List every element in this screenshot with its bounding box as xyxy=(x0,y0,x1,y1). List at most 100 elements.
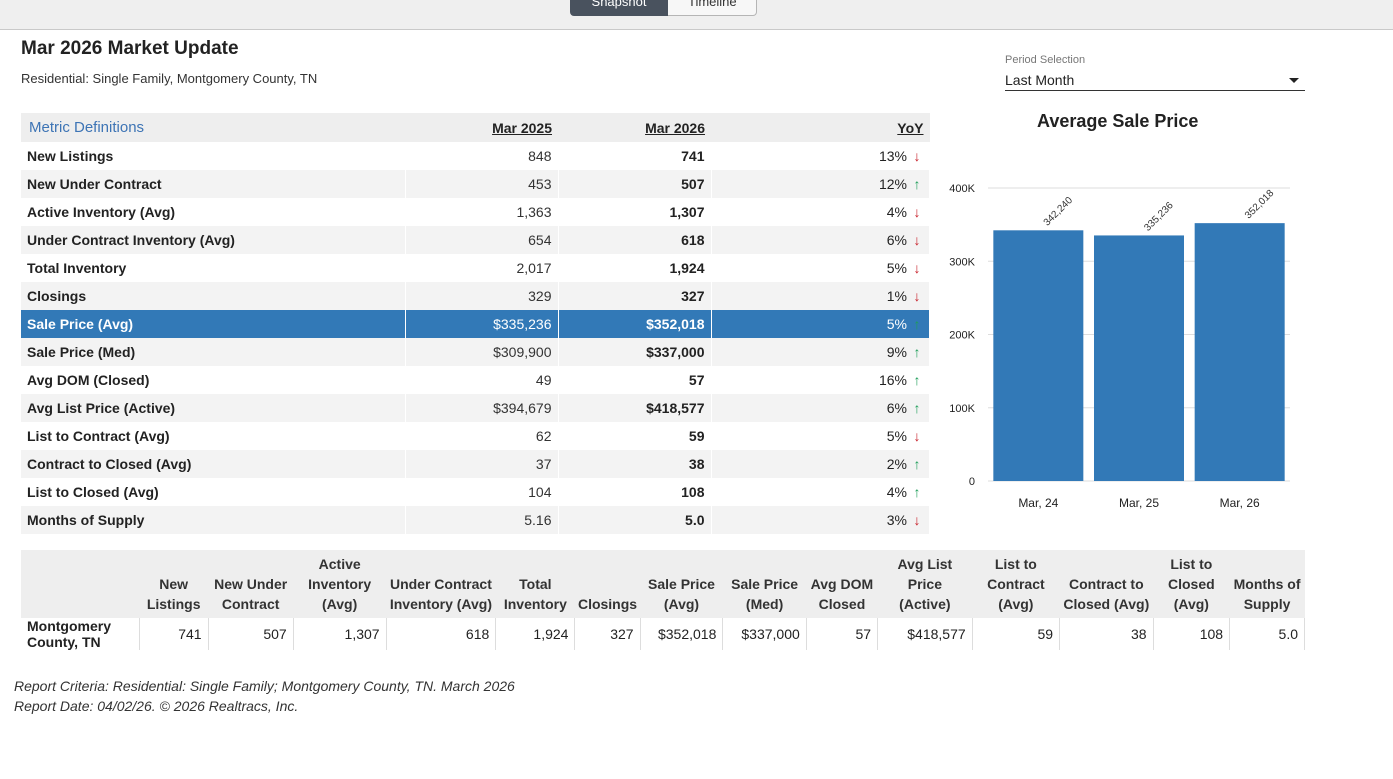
summary-area-name: Montgomery County, TN xyxy=(21,618,140,650)
summary-column-header[interactable]: New Listings xyxy=(139,550,209,618)
metric-row[interactable]: List to Contract (Avg) 62 59 5% ↓ xyxy=(21,422,930,450)
chart-bar[interactable] xyxy=(1194,223,1285,481)
metric-row[interactable]: Active Inventory (Avg) 1,363 1,307 4% ↓ xyxy=(21,198,930,226)
metric-yoy: 4% ↓ xyxy=(711,198,930,226)
metric-name: Sale Price (Med) xyxy=(21,338,406,366)
summary-column-header[interactable]: Avg List Price (Active) xyxy=(877,550,973,618)
summary-column-header[interactable]: List to Contract (Avg) xyxy=(972,550,1060,618)
report-date: Report Date: 04/02/26. © 2026 Realtracs,… xyxy=(14,698,299,714)
metric-cur-value: 5.0 xyxy=(558,506,712,534)
x-tick-label: Mar, 24 xyxy=(1018,496,1058,510)
metric-row[interactable]: New Under Contract 453 507 12% ↑ xyxy=(21,170,930,198)
chevron-down-icon[interactable] xyxy=(1289,78,1299,83)
report-footer: Report Criteria: Residential: Single Fam… xyxy=(14,676,515,716)
y-tick-label: 0 xyxy=(969,476,975,488)
arrow-up-icon: ↑ xyxy=(913,344,921,360)
metric-row[interactable]: Sale Price (Med) $309,900 $337,000 9% ↑ xyxy=(21,338,930,366)
y-tick-label: 100K xyxy=(949,403,975,415)
summary-column-header[interactable]: Months of Supply xyxy=(1229,550,1305,618)
metric-cur-value: 38 xyxy=(558,450,712,478)
metric-name: Active Inventory (Avg) xyxy=(21,198,406,226)
metric-yoy: 5% ↓ xyxy=(711,422,930,450)
chart-bar[interactable] xyxy=(993,230,1084,481)
metric-yoy: 6% ↓ xyxy=(711,226,930,254)
metric-name: New Under Contract xyxy=(21,170,406,198)
metric-row[interactable]: Contract to Closed (Avg) 37 38 2% ↑ xyxy=(21,450,930,478)
summary-header-blank xyxy=(21,550,140,618)
metric-row[interactable]: Closings 329 327 1% ↓ xyxy=(21,282,930,310)
summary-cell: 327 xyxy=(574,618,641,650)
arrow-down-icon: ↓ xyxy=(913,260,921,276)
period-select[interactable]: Last Month xyxy=(1005,70,1305,91)
metric-name: Under Contract Inventory (Avg) xyxy=(21,226,406,254)
metric-name: Avg DOM (Closed) xyxy=(21,366,406,394)
metric-definitions-link[interactable]: Metric Definitions xyxy=(21,113,405,142)
arrow-down-icon: ↓ xyxy=(913,204,921,220)
metric-row[interactable]: Months of Supply 5.16 5.0 3% ↓ xyxy=(21,506,930,534)
metric-name: Months of Supply xyxy=(21,506,406,534)
arrow-up-icon: ↑ xyxy=(913,176,921,192)
metric-yoy-value: 16% xyxy=(878,372,907,388)
summary-column-header[interactable]: Contract to Closed (Avg) xyxy=(1059,550,1154,618)
metric-cur-value: 108 xyxy=(558,478,712,506)
metric-row[interactable]: Under Contract Inventory (Avg) 654 618 6% ↓ xyxy=(21,226,930,254)
chart-bar[interactable] xyxy=(1094,235,1184,481)
metric-prev-value: 329 xyxy=(405,282,559,310)
arrow-up-icon: ↑ xyxy=(913,372,921,388)
summary-cell: $418,577 xyxy=(877,618,973,650)
summary-column-header[interactable]: Sale Price (Avg) xyxy=(640,550,723,618)
metric-row[interactable]: New Listings 848 741 13% ↓ xyxy=(21,142,930,170)
metric-yoy: 6% ↑ xyxy=(711,394,930,422)
summary-cell: 741 xyxy=(139,618,209,650)
metric-prev-value: $309,900 xyxy=(405,338,559,366)
bar-data-label: 342,240 xyxy=(1042,195,1076,229)
x-tick-label: Mar, 26 xyxy=(1220,496,1260,510)
summary-header-row: New Listings New Under Contract Active Inv… xyxy=(21,550,1305,618)
x-tick-label: Mar, 25 xyxy=(1119,496,1159,510)
summary-column-header[interactable]: Under Contract Inventory (Avg) xyxy=(386,550,496,618)
view-toggle: Snapshot Timeline xyxy=(570,0,757,16)
summary-column-header[interactable]: New Under Contract xyxy=(208,550,294,618)
summary-column-header[interactable]: List to Closed (Avg) xyxy=(1153,550,1230,618)
y-tick-label: 300K xyxy=(949,256,975,268)
arrow-up-icon: ↑ xyxy=(913,400,921,416)
summary-column-header[interactable]: Sale Price (Med) xyxy=(722,550,807,618)
metric-yoy: 1% ↓ xyxy=(711,282,930,310)
tab-timeline[interactable]: Timeline xyxy=(668,0,757,16)
summary-table: New Listings New Under Contract Active Inv… xyxy=(21,550,1305,650)
arrow-down-icon: ↓ xyxy=(913,512,921,528)
metric-yoy: 5% ↓ xyxy=(711,254,930,282)
page-title: Mar 2026 Market Update xyxy=(21,38,239,59)
metric-cur-value: $418,577 xyxy=(558,394,712,422)
chart-svg: 0 100K 200K 300K 400K 342,240 Mar, 24 335,236 Ma… xyxy=(949,183,1290,510)
arrow-down-icon: ↓ xyxy=(913,288,921,304)
bar-data-label: 335,236 xyxy=(1142,200,1176,234)
summary-cell: $337,000 xyxy=(722,618,807,650)
top-bar: Snapshot Timeline xyxy=(0,0,1393,30)
summary-cell: 59 xyxy=(972,618,1061,650)
metric-yoy: 2% ↑ xyxy=(711,450,930,478)
metric-yoy-value: 6% xyxy=(886,400,907,416)
summary-column-header[interactable]: Avg DOM Closed xyxy=(806,550,878,618)
metric-row[interactable]: Total Inventory 2,017 1,924 5% ↓ xyxy=(21,254,930,282)
metric-row[interactable]: Avg List Price (Active) $394,679 $418,577 6… xyxy=(21,394,930,422)
summary-cell: 507 xyxy=(208,618,294,650)
report-criteria: Report Criteria: Residential: Single Fam… xyxy=(14,678,515,694)
metric-row[interactable]: Sale Price (Avg) $335,236 $352,018 5% ↑ xyxy=(21,310,930,338)
metric-yoy: 3% ↓ xyxy=(711,506,930,534)
column-header-prev[interactable]: Mar 2025 xyxy=(405,113,558,142)
metric-name: Sale Price (Avg) xyxy=(21,310,406,338)
summary-column-header[interactable]: Total Inventory xyxy=(495,550,575,618)
summary-column-header[interactable]: Closings xyxy=(574,550,641,618)
column-header-yoy[interactable]: YoY xyxy=(711,113,930,142)
column-header-cur[interactable]: Mar 2026 xyxy=(558,113,711,142)
summary-column-header[interactable]: Active Inventory (Avg) xyxy=(293,550,387,618)
metric-row[interactable]: List to Closed (Avg) 104 108 4% ↑ xyxy=(21,478,930,506)
metric-row[interactable]: Avg DOM (Closed) 49 57 16% ↑ xyxy=(21,366,930,394)
metric-cur-value: 1,307 xyxy=(558,198,712,226)
metric-cur-value: 507 xyxy=(558,170,712,198)
metric-yoy-value: 4% xyxy=(886,484,907,500)
arrow-up-icon: ↑ xyxy=(913,484,921,500)
bar-data-label: 352,018 xyxy=(1243,188,1277,222)
tab-snapshot[interactable]: Snapshot xyxy=(570,0,668,16)
